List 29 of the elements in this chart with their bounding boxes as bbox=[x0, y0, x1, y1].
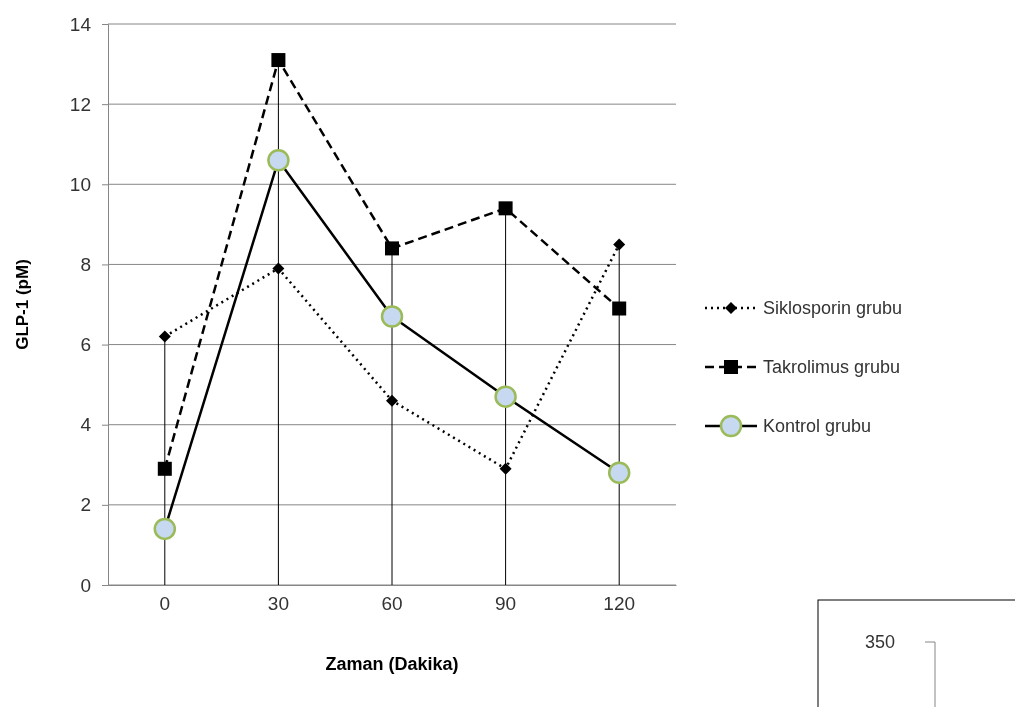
x-tick-label: 90 bbox=[495, 593, 517, 614]
y-tick-label: 2 bbox=[80, 494, 91, 516]
text: 350 bbox=[864, 632, 896, 652]
x-tick-label: 120 bbox=[603, 593, 636, 614]
point bbox=[385, 241, 399, 256]
point bbox=[613, 238, 626, 251]
legend-label: Kontrol grubu bbox=[763, 416, 872, 436]
x-tick-label: 0 bbox=[159, 593, 171, 614]
point bbox=[612, 301, 627, 316]
y-axis-title: GLP-1 (pM) bbox=[13, 259, 32, 350]
legend-label: Takrolimus grubu bbox=[763, 357, 901, 377]
point bbox=[499, 462, 512, 475]
y-tick-label: 0 bbox=[80, 574, 91, 596]
point bbox=[157, 461, 172, 476]
y-tick-label: 8 bbox=[80, 254, 91, 276]
y-tick-label: 14 bbox=[69, 13, 92, 35]
y-tick-label: 6 bbox=[80, 334, 91, 356]
y-tick-label: 12 bbox=[69, 93, 91, 115]
point bbox=[271, 53, 286, 68]
x-tick-label: 30 bbox=[267, 593, 289, 614]
y-tick-label: 10 bbox=[69, 173, 91, 195]
legend-label: Siklosporin grubu bbox=[763, 298, 903, 318]
point bbox=[158, 330, 171, 343]
point bbox=[386, 394, 398, 407]
point bbox=[272, 262, 285, 275]
point bbox=[498, 201, 513, 216]
x-axis-title: Zaman (Dakika) bbox=[325, 654, 459, 674]
x-tick-label: 60 bbox=[381, 593, 403, 614]
y-tick-label: 4 bbox=[80, 414, 92, 436]
